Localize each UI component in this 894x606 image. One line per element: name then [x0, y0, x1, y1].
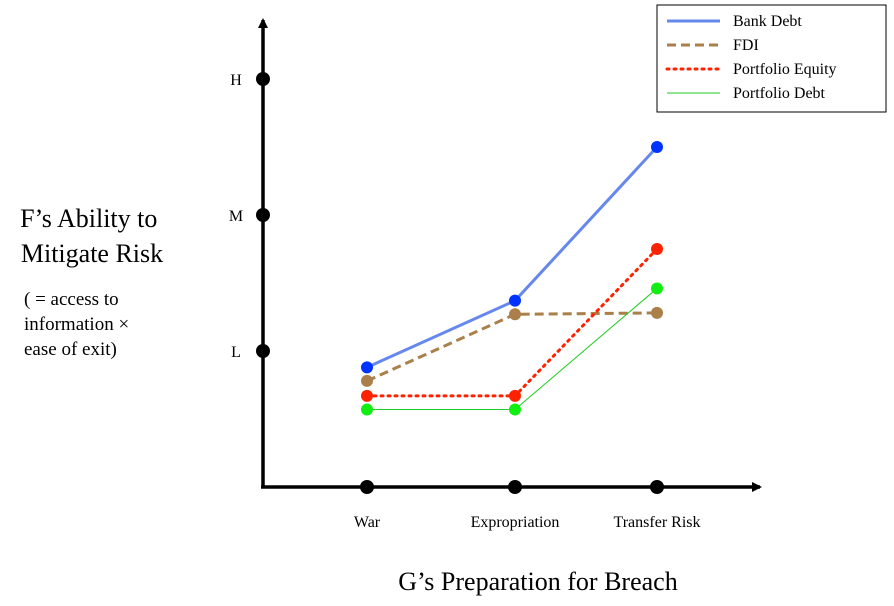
y-axis-note-line-2: information ×: [24, 314, 129, 335]
data-point: [361, 374, 373, 387]
legend-label-3: Portfolio Debt: [733, 85, 826, 102]
legend-box: [656, 4, 887, 113]
y-tick-label: H: [230, 72, 242, 89]
series-line-2: [365, 247, 659, 398]
y-axis-title-line-2: Mitigate Risk: [21, 239, 163, 268]
y-tick-dot: [256, 344, 270, 358]
x-tick-dot: [650, 480, 664, 494]
data-point: [361, 361, 373, 374]
data-point: [509, 403, 521, 416]
data-point: [361, 403, 373, 416]
series-lines: [365, 145, 659, 410]
series-line-0: [366, 145, 659, 369]
data-point: [651, 306, 663, 319]
series-points: [361, 141, 663, 416]
data-point: [651, 141, 663, 153]
y-axis-note-line-1: ( = access to: [24, 289, 119, 310]
legend-label-1: FDI: [733, 37, 759, 54]
y-tick-label: L: [231, 344, 241, 361]
x-ticks: War Expropriation Transfer Risk: [354, 480, 701, 531]
x-tick-label: War: [354, 514, 381, 531]
y-axis-title-line-1: F’s Ability to: [20, 204, 157, 233]
y-ticks: L M H: [229, 72, 270, 361]
y-tick-dot: [256, 72, 270, 86]
data-point: [509, 308, 521, 321]
y-axis-title: F’s Ability to Mitigate Risk: [20, 204, 164, 268]
y-axis-note-line-3: ease of exit): [24, 339, 117, 360]
legend-label-2: Portfolio Equity: [733, 61, 837, 78]
x-tick-dot: [360, 480, 374, 494]
x-tick-dot: [508, 480, 522, 494]
y-tick-label: M: [229, 208, 243, 225]
data-point: [361, 389, 373, 402]
x-axis-title: G’s Preparation for Breach: [398, 567, 677, 596]
legend-label-0: Bank Debt: [733, 13, 802, 30]
y-axis-note: ( = access to information × ease of exit…: [24, 289, 134, 360]
data-point: [651, 282, 663, 295]
data-point: [509, 389, 521, 402]
x-tick-label: Expropriation: [471, 514, 560, 531]
x-tick-label: Transfer Risk: [614, 514, 701, 531]
y-tick-dot: [256, 208, 270, 222]
data-point: [651, 243, 663, 255]
data-point: [509, 294, 521, 307]
legend: Bank Debt FDI Portfolio Equity Portfolio De…: [656, 4, 887, 113]
